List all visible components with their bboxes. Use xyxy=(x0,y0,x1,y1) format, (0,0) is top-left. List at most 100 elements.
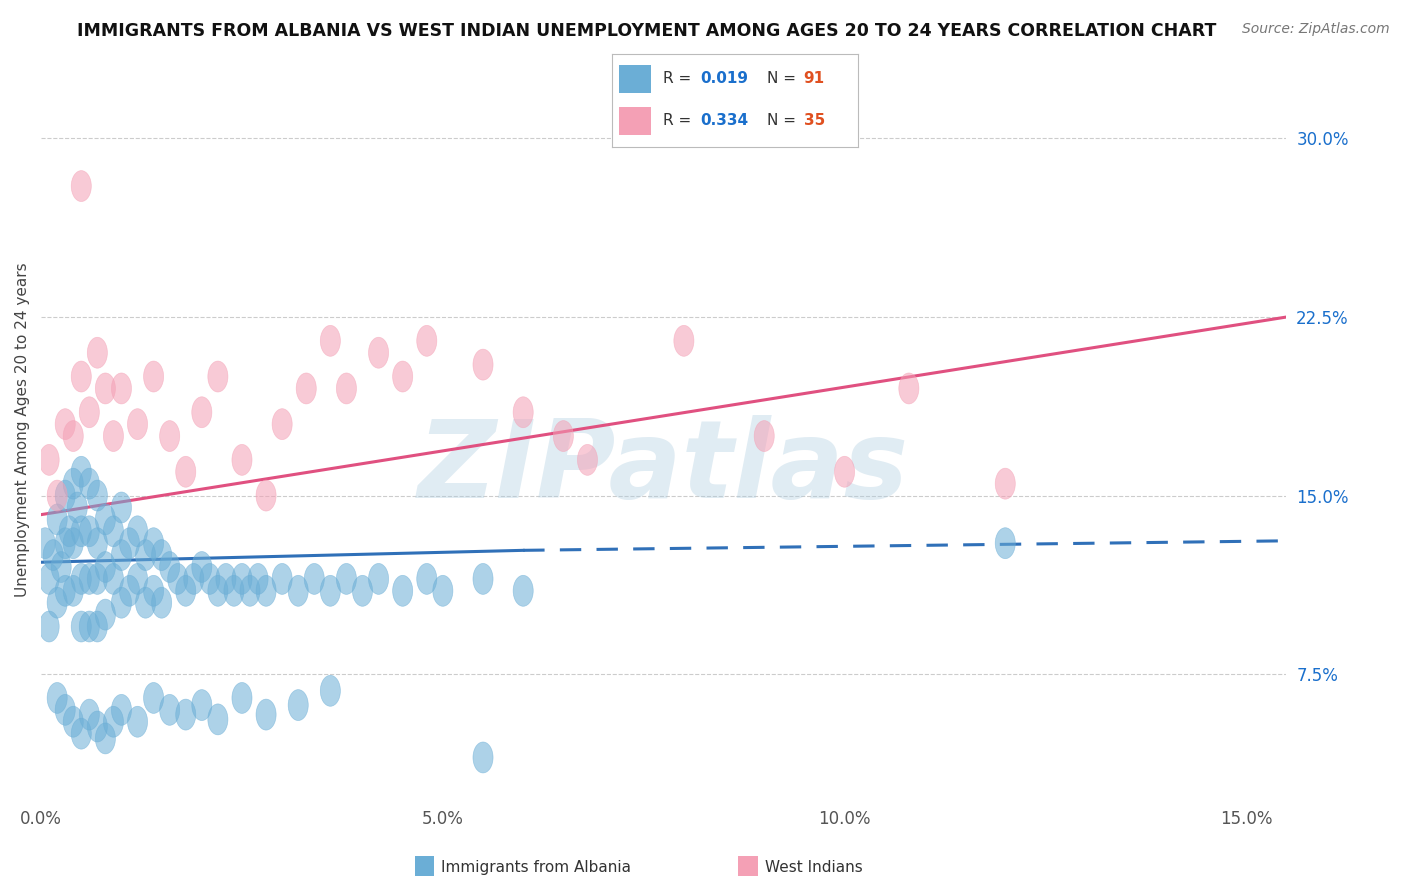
Ellipse shape xyxy=(55,575,76,607)
Ellipse shape xyxy=(240,575,260,607)
Ellipse shape xyxy=(79,468,100,500)
Ellipse shape xyxy=(67,492,87,523)
Text: Immigrants from Albania: Immigrants from Albania xyxy=(441,860,631,874)
Ellipse shape xyxy=(898,373,920,404)
Ellipse shape xyxy=(160,551,180,582)
Ellipse shape xyxy=(96,373,115,404)
Ellipse shape xyxy=(416,326,437,356)
Ellipse shape xyxy=(472,349,494,380)
Ellipse shape xyxy=(297,373,316,404)
Ellipse shape xyxy=(433,575,453,607)
Ellipse shape xyxy=(48,682,67,714)
Text: 0.334: 0.334 xyxy=(700,113,748,128)
Ellipse shape xyxy=(63,528,83,558)
Ellipse shape xyxy=(111,540,132,571)
Ellipse shape xyxy=(673,326,695,356)
Ellipse shape xyxy=(368,337,388,368)
Ellipse shape xyxy=(79,397,100,428)
Y-axis label: Unemployment Among Ages 20 to 24 years: Unemployment Among Ages 20 to 24 years xyxy=(15,263,30,598)
Ellipse shape xyxy=(176,699,195,730)
Text: ZIPatlas: ZIPatlas xyxy=(418,415,910,521)
Ellipse shape xyxy=(128,409,148,440)
Ellipse shape xyxy=(167,564,188,594)
Ellipse shape xyxy=(224,575,245,607)
Ellipse shape xyxy=(160,694,180,725)
Ellipse shape xyxy=(232,444,252,475)
Ellipse shape xyxy=(79,699,100,730)
Ellipse shape xyxy=(55,694,76,725)
Ellipse shape xyxy=(256,575,276,607)
Ellipse shape xyxy=(55,480,76,511)
Ellipse shape xyxy=(96,723,115,754)
Ellipse shape xyxy=(72,516,91,547)
Ellipse shape xyxy=(392,575,413,607)
Ellipse shape xyxy=(184,564,204,594)
Ellipse shape xyxy=(39,564,59,594)
Ellipse shape xyxy=(321,675,340,706)
Ellipse shape xyxy=(288,690,308,721)
Ellipse shape xyxy=(288,575,308,607)
Ellipse shape xyxy=(87,480,107,511)
Ellipse shape xyxy=(104,516,124,547)
Ellipse shape xyxy=(995,528,1015,558)
Ellipse shape xyxy=(120,575,139,607)
Ellipse shape xyxy=(208,361,228,392)
Ellipse shape xyxy=(39,444,59,475)
Text: R =: R = xyxy=(664,113,696,128)
Ellipse shape xyxy=(79,516,100,547)
Ellipse shape xyxy=(143,361,163,392)
Ellipse shape xyxy=(513,397,533,428)
Ellipse shape xyxy=(336,564,357,594)
Ellipse shape xyxy=(72,361,91,392)
Ellipse shape xyxy=(200,564,219,594)
Ellipse shape xyxy=(368,564,388,594)
Ellipse shape xyxy=(754,421,775,451)
Ellipse shape xyxy=(273,564,292,594)
Text: IMMIGRANTS FROM ALBANIA VS WEST INDIAN UNEMPLOYMENT AMONG AGES 20 TO 24 YEARS CO: IMMIGRANTS FROM ALBANIA VS WEST INDIAN U… xyxy=(77,22,1216,40)
Ellipse shape xyxy=(87,337,107,368)
Ellipse shape xyxy=(578,444,598,475)
Ellipse shape xyxy=(96,599,115,630)
Text: N =: N = xyxy=(766,113,800,128)
Ellipse shape xyxy=(96,504,115,535)
Ellipse shape xyxy=(128,564,148,594)
Ellipse shape xyxy=(208,575,228,607)
Ellipse shape xyxy=(208,704,228,735)
Ellipse shape xyxy=(336,373,357,404)
Ellipse shape xyxy=(72,564,91,594)
Ellipse shape xyxy=(191,397,212,428)
Ellipse shape xyxy=(87,611,107,642)
Ellipse shape xyxy=(48,480,67,511)
Ellipse shape xyxy=(104,421,124,451)
Ellipse shape xyxy=(143,575,163,607)
Ellipse shape xyxy=(51,551,72,582)
Ellipse shape xyxy=(273,409,292,440)
Ellipse shape xyxy=(152,587,172,618)
Text: West Indians: West Indians xyxy=(765,860,863,874)
Text: Source: ZipAtlas.com: Source: ZipAtlas.com xyxy=(1241,22,1389,37)
Ellipse shape xyxy=(353,575,373,607)
Ellipse shape xyxy=(72,718,91,749)
Ellipse shape xyxy=(72,170,91,202)
Ellipse shape xyxy=(111,492,132,523)
Ellipse shape xyxy=(128,706,148,737)
Ellipse shape xyxy=(35,528,55,558)
Ellipse shape xyxy=(55,528,76,558)
Ellipse shape xyxy=(63,421,83,451)
Ellipse shape xyxy=(87,564,107,594)
Ellipse shape xyxy=(44,540,63,571)
Bar xyxy=(619,107,651,135)
Ellipse shape xyxy=(72,611,91,642)
Ellipse shape xyxy=(416,564,437,594)
Ellipse shape xyxy=(111,373,132,404)
Ellipse shape xyxy=(256,480,276,511)
Ellipse shape xyxy=(321,326,340,356)
Ellipse shape xyxy=(55,409,76,440)
Ellipse shape xyxy=(48,504,67,535)
Ellipse shape xyxy=(256,699,276,730)
Ellipse shape xyxy=(995,468,1015,500)
Ellipse shape xyxy=(39,611,59,642)
Text: 0.019: 0.019 xyxy=(700,71,748,87)
Ellipse shape xyxy=(835,457,855,487)
Ellipse shape xyxy=(48,587,67,618)
